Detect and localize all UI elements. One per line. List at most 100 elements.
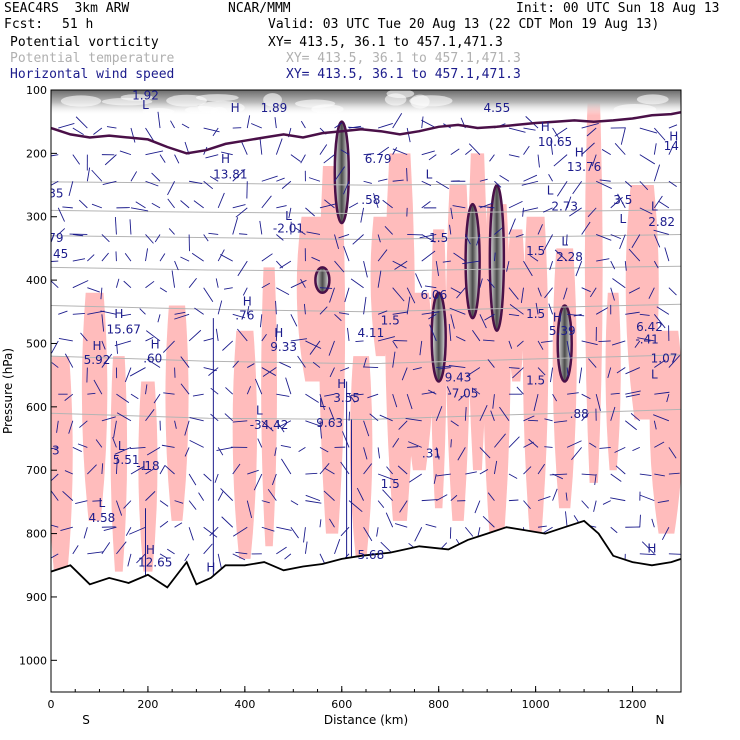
contour-label: H (93, 339, 102, 353)
wind-vector (537, 287, 542, 297)
wind-vector (515, 234, 524, 238)
wind-vector (382, 489, 393, 501)
wind-vector (51, 553, 59, 559)
wind-vector (114, 340, 132, 347)
wind-vector (232, 360, 239, 368)
wind-vector (305, 420, 322, 427)
wind-vector (450, 420, 459, 427)
wind-vector (363, 366, 379, 369)
wind-vector (465, 148, 473, 155)
wind-vector (656, 306, 670, 315)
wind-vector (259, 314, 263, 328)
wind-vector (436, 494, 448, 502)
wind-vector (394, 260, 408, 270)
wind-vector (658, 200, 670, 209)
contour-label: L (285, 209, 292, 223)
wind-vector (528, 438, 539, 448)
wind-vector (285, 377, 292, 395)
y-tick-label: 900 (26, 591, 47, 604)
wind-vector (101, 463, 104, 475)
wind-vector (450, 287, 462, 294)
wind-vector (189, 439, 204, 448)
wind-vector (338, 234, 350, 239)
wind-vector (130, 465, 145, 475)
wind-vector (610, 497, 626, 502)
wind-vector (114, 216, 117, 235)
wind-vector (581, 123, 599, 129)
wind-vector (180, 356, 190, 368)
wind-vector (453, 252, 466, 262)
wind-vector (489, 154, 495, 162)
wind-vector (259, 220, 263, 235)
theta-contour (51, 354, 681, 365)
contour-label: L (620, 212, 627, 226)
wind-vector (145, 384, 148, 395)
wind-vector (556, 181, 568, 197)
contour-label: 5.39 (549, 324, 576, 338)
wind-vector (281, 180, 292, 189)
wind-vector (653, 229, 670, 235)
wind-vector (348, 202, 359, 209)
wind-vector (523, 441, 534, 448)
wind-vector (324, 467, 335, 475)
wind-vector (319, 420, 322, 439)
wind-vector (401, 367, 408, 381)
wind-vector (303, 303, 306, 315)
contour-label: L (256, 403, 263, 417)
wind-vector (595, 394, 601, 412)
pv-cell (314, 266, 331, 295)
wind-vector (319, 144, 328, 155)
wind-vector (87, 551, 104, 555)
contour-label: -.18 (136, 459, 159, 473)
contour-label: 3 (52, 443, 60, 457)
contour-label: H (206, 561, 215, 575)
wind-vector (167, 198, 175, 209)
wind-vector (385, 512, 394, 528)
wind-vector (106, 126, 117, 129)
wind-vector (232, 217, 239, 235)
wind-vector (529, 254, 539, 262)
wind-vector (654, 391, 670, 395)
theta-contour (51, 303, 681, 313)
stratosphere-speckle (263, 93, 283, 107)
wind-vector (544, 287, 553, 299)
wind-vector (159, 553, 168, 559)
wind-vector (157, 314, 161, 323)
wind-vector (509, 304, 524, 315)
wind-vector (554, 249, 568, 262)
wind-vector (246, 500, 253, 519)
contour-label: 1.5 (381, 477, 400, 491)
stratosphere-pv-shading (51, 90, 681, 116)
wind-vector (221, 151, 233, 156)
wind-vector (294, 226, 306, 235)
wind-vector (174, 154, 180, 164)
wind-vector (91, 203, 103, 209)
wind-vector (319, 306, 328, 315)
wind-vector (159, 520, 169, 528)
stratosphere-speckle (120, 94, 153, 101)
wind-vector (421, 201, 431, 209)
wind-vector (119, 150, 132, 156)
wind-vector (217, 192, 225, 209)
field-pv-xy: XY= 413.5, 36.1 to 457.1,471.3 (268, 35, 503, 50)
wind-vector (450, 314, 455, 329)
wind-vector (543, 234, 553, 251)
wind-vector (493, 460, 498, 475)
wind-speed-patch (81, 292, 108, 521)
wind-vector (591, 154, 597, 167)
wind-vector (203, 526, 218, 538)
wind-vector (300, 154, 306, 164)
wind-vector (581, 500, 589, 509)
wind-vector (668, 553, 681, 555)
wind-vector (274, 117, 277, 129)
wind-vector (479, 178, 488, 182)
wind-vector (153, 393, 161, 404)
wind-vector (425, 523, 437, 528)
wind-vectors (51, 111, 681, 672)
contour-label: 6.79 (365, 152, 392, 166)
wind-vector (77, 443, 88, 448)
wind-vector (329, 367, 335, 378)
wind-vector (508, 340, 513, 349)
wind-vector (232, 204, 246, 209)
wind-vector (319, 519, 322, 528)
